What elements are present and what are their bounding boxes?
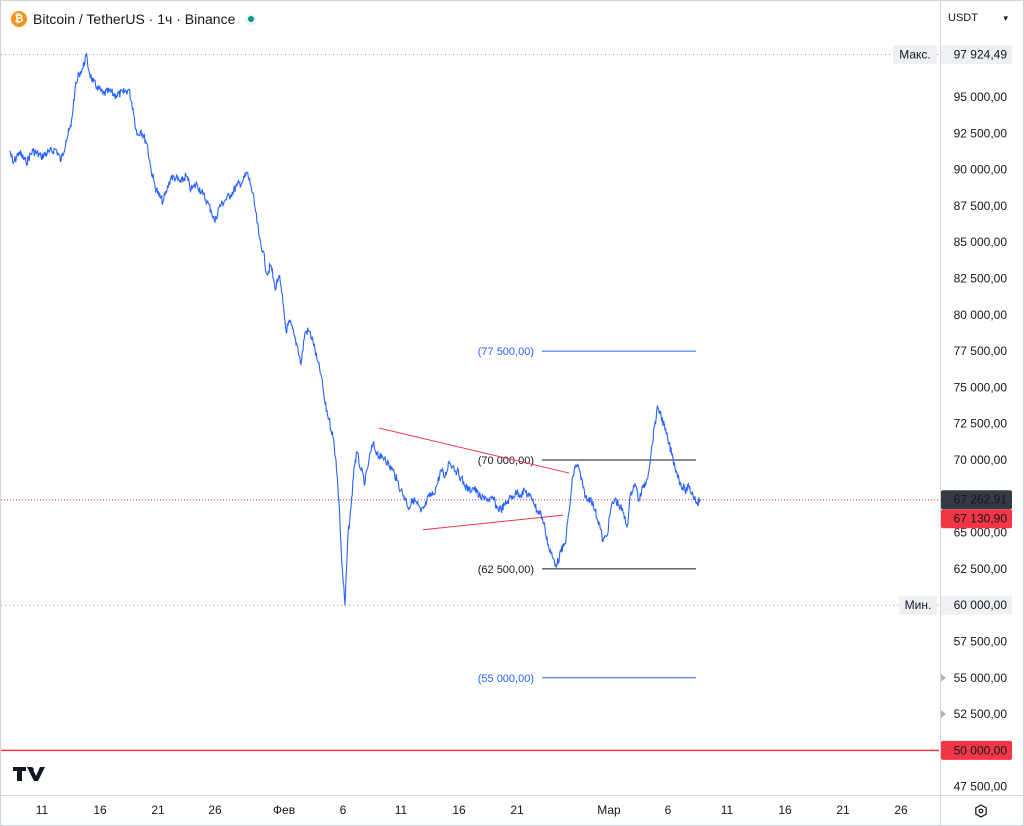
price-axis-tags: 97 924,49 60 000,00 67 262,91 67 130,90 50 0… [893,45,1012,760]
triangle-drawing [378,427,570,531]
min-tag-label: Мин. [905,598,932,612]
time-tick-label: 21 [510,803,524,817]
axis-divider [940,1,941,825]
time-tick-label: Фев [273,803,295,817]
price-tick-label: 87 500,00 [954,199,1008,213]
time-tick-label: 21 [151,803,165,817]
time-tick-label: 16 [452,803,466,817]
price-tick-label: 70 000,00 [954,453,1008,467]
price-tick-label: 72 500,00 [954,417,1008,431]
price-series-line [9,52,701,606]
time-tick-label: 11 [395,803,408,817]
market-open-icon [245,13,257,25]
max-price-tag-text: 97 924,49 [954,48,1008,62]
price-tick-label: 75 000,00 [954,380,1008,394]
support-price-tag-text: 50 000,00 [954,743,1008,757]
min-price-tag-text: 60 000,00 [954,598,1008,612]
price-tick-label: 55 000,00 [954,671,1008,685]
time-tick-label: 26 [894,803,908,817]
alert-price-tag-text: 67 130,90 [954,512,1008,526]
current-price-tag [941,490,1012,510]
time-axis: 11 16 21 26 Фев 6 11 16 21 Мар 6 11 16 21 26 [36,803,908,817]
settings-icon[interactable] [971,801,991,821]
symbol-title: Bitcoin / TetherUS · 1ч · Binance [33,11,236,27]
triangle-lower-line[interactable] [422,514,564,531]
target-label: (70 000,00) [478,455,534,467]
support-price-tag [941,740,1012,760]
time-tick-label: 11 [36,803,49,817]
price-tick-label: 52 500,00 [954,707,1008,721]
max-tag-label-bg [893,45,937,65]
time-tick-label: 6 [665,803,672,817]
time-tick-label: 26 [208,803,222,817]
price-tick-label: 77 500,00 [954,344,1008,358]
time-tick-label: 11 [721,803,734,817]
scale-marker-icon [941,710,946,719]
min-tag-label-bg [899,595,937,615]
target-label: (55 000,00) [478,673,534,685]
time-tick-label: 16 [93,803,107,817]
price-tick-label: 62 500,00 [954,562,1008,576]
scale-marker-icon [941,673,946,682]
price-axis: 95 000,00 92 500,00 90 000,00 87 500,00 85 0… [954,90,1008,794]
time-tick-label: 21 [836,803,850,817]
symbol-legend[interactable]: ₿ Bitcoin / TetherUS · 1ч · Binance [11,9,257,29]
price-tick-label: 90 000,00 [954,163,1008,177]
currency-selector[interactable]: USDT ▾ [942,7,1014,29]
price-targets: (77 500,00) (70 000,00) (62 500,00) (55 000… [478,346,696,685]
triangle-upper-line[interactable] [378,427,570,474]
price-tick-label: 65 000,00 [954,526,1008,540]
price-tick-label: 85 000,00 [954,235,1008,249]
max-price-tag [941,45,1012,65]
currency-label: USDT [948,12,978,24]
tradingview-logo-icon[interactable] [13,765,45,786]
target-label: (62 500,00) [478,564,534,576]
price-tick-label: 47 500,00 [954,780,1008,794]
time-tick-label: 16 [778,803,792,817]
level-lines [1,54,939,752]
time-tick-label: Мар [597,803,621,817]
target-label: (77 500,00) [478,346,534,358]
price-tick-label: 82 500,00 [954,272,1008,286]
price-tick-label: 80 000,00 [954,308,1008,322]
price-tick-label: 92 500,00 [954,126,1008,140]
current-price-tag-text: 67 262,91 [954,493,1008,507]
bitcoin-icon: ₿ [11,11,27,27]
alert-price-tag [941,509,1012,529]
time-axis-divider [1,795,1023,796]
time-tick-label: 6 [340,803,347,817]
chevron-down-icon: ▾ [1003,12,1008,23]
price-tick-label: 57 500,00 [954,635,1008,649]
min-price-tag [941,595,1012,615]
max-tag-label: Макс. [899,48,931,62]
price-tick-label: 95 000,00 [954,90,1008,104]
